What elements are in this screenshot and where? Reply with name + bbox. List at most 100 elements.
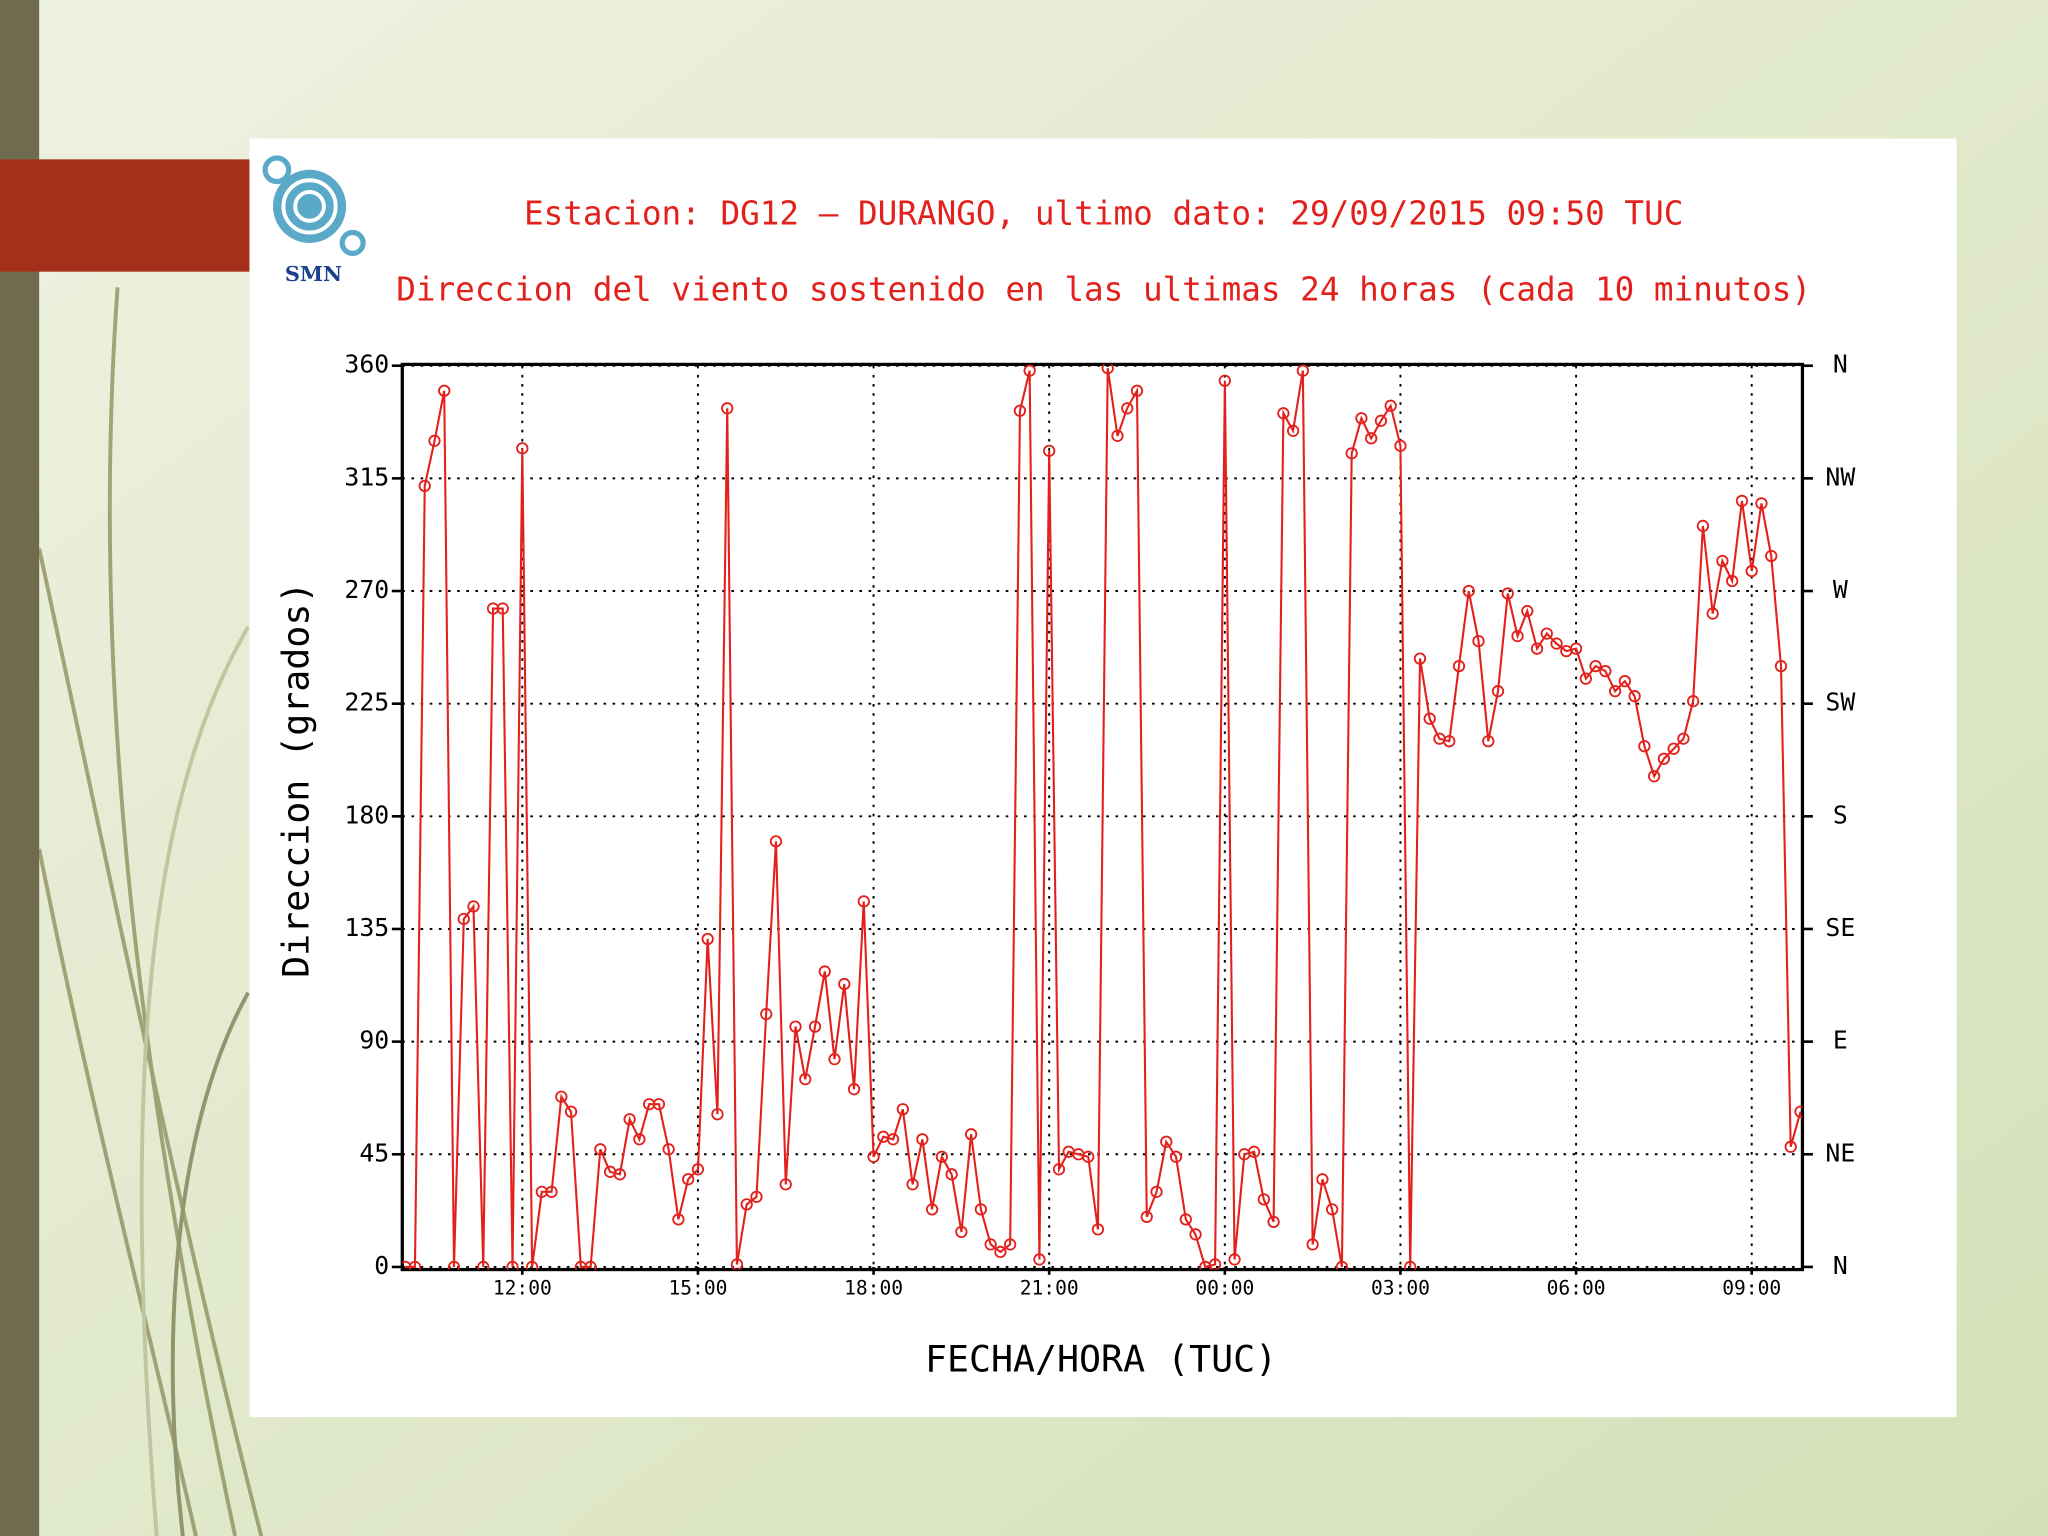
data-point bbox=[1608, 685, 1622, 698]
x-tick-label: 06:00 bbox=[1547, 1277, 1606, 1300]
data-point bbox=[564, 1105, 578, 1118]
y-tick-label: 225 bbox=[344, 688, 389, 717]
data-point bbox=[1423, 712, 1436, 725]
data-point bbox=[730, 1258, 744, 1270]
data-point bbox=[1013, 404, 1027, 417]
data-point bbox=[555, 1090, 568, 1103]
data-point bbox=[1540, 627, 1553, 640]
y2-tick-label: W bbox=[1833, 575, 1848, 604]
data-point bbox=[467, 900, 480, 913]
data-point bbox=[1491, 685, 1505, 698]
data-point bbox=[818, 965, 831, 978]
data-point bbox=[1345, 447, 1358, 460]
logo: SMN bbox=[262, 155, 366, 286]
data-point bbox=[779, 1178, 792, 1191]
data-point bbox=[672, 1213, 685, 1226]
y2-tick-label: SE bbox=[1825, 913, 1855, 942]
data-point bbox=[886, 1133, 900, 1146]
y-tick-label: 90 bbox=[359, 1026, 389, 1055]
data-point bbox=[496, 602, 509, 615]
data-point bbox=[1765, 549, 1778, 563]
data-line bbox=[405, 368, 1802, 1269]
data-point bbox=[1755, 497, 1768, 510]
data-point bbox=[662, 1143, 675, 1156]
data-point bbox=[974, 1203, 988, 1216]
data-point bbox=[1140, 1210, 1153, 1224]
data-point bbox=[964, 1128, 978, 1141]
data-point bbox=[457, 912, 470, 926]
y-tick-label: 360 bbox=[344, 350, 389, 379]
data-point bbox=[925, 1203, 939, 1216]
y2-tick-label: N bbox=[1833, 1251, 1848, 1280]
data-point bbox=[418, 479, 431, 493]
data-point bbox=[1130, 384, 1144, 397]
data-point bbox=[711, 1108, 724, 1121]
data-point bbox=[1189, 1228, 1202, 1241]
x-tick-label: 03:00 bbox=[1371, 1277, 1430, 1300]
data-point bbox=[1530, 642, 1544, 655]
data-point bbox=[1179, 1213, 1192, 1226]
data-point bbox=[1043, 444, 1056, 457]
data-point bbox=[1218, 374, 1231, 387]
data-point bbox=[1569, 642, 1583, 655]
data-point bbox=[1706, 607, 1719, 620]
data-point bbox=[1667, 742, 1680, 755]
data-point bbox=[1208, 1258, 1222, 1270]
data-point bbox=[1286, 424, 1300, 437]
data-point bbox=[1404, 1260, 1417, 1270]
data-point bbox=[1521, 604, 1534, 618]
data-point bbox=[1052, 1163, 1066, 1176]
logo-text: SMN bbox=[285, 261, 342, 286]
data-point bbox=[1101, 364, 1114, 375]
data-point bbox=[652, 1098, 666, 1111]
data-point bbox=[799, 1073, 812, 1086]
y-axis-label: Direccion (grados) bbox=[274, 582, 317, 978]
data-point bbox=[1501, 587, 1514, 600]
data-point bbox=[935, 1150, 948, 1163]
data-point bbox=[1657, 752, 1671, 765]
x-axis-label: FECHA/HORA (TUC) bbox=[925, 1337, 1277, 1380]
data-point bbox=[1394, 439, 1407, 452]
data-point bbox=[1121, 402, 1134, 415]
data-point bbox=[506, 1260, 519, 1270]
chart-subtitle: Direccion del viento sostenido en las ul… bbox=[396, 270, 1811, 308]
data-point bbox=[438, 384, 451, 397]
data-point bbox=[1257, 1193, 1270, 1206]
data-point bbox=[584, 1260, 597, 1270]
data-point bbox=[740, 1198, 753, 1211]
data-point bbox=[1326, 1203, 1339, 1216]
data-point bbox=[1648, 770, 1661, 783]
data-point bbox=[1472, 634, 1485, 648]
data-point bbox=[1355, 412, 1368, 425]
decoration bbox=[37, 287, 264, 1536]
data-point bbox=[1687, 695, 1700, 708]
data-point bbox=[1696, 519, 1710, 533]
data-point bbox=[447, 1260, 461, 1270]
data-point bbox=[1511, 629, 1524, 643]
data-point bbox=[847, 1083, 861, 1096]
data-point bbox=[1316, 1173, 1329, 1186]
data-point bbox=[838, 977, 851, 991]
data-point bbox=[828, 1053, 841, 1066]
data-point bbox=[1150, 1185, 1163, 1198]
data-point bbox=[545, 1185, 558, 1198]
y2-tick-label: SW bbox=[1825, 688, 1855, 717]
data-point bbox=[516, 442, 529, 455]
data-point bbox=[682, 1173, 695, 1186]
data-point bbox=[408, 1260, 422, 1270]
data-point bbox=[867, 1150, 880, 1163]
data-point bbox=[1267, 1215, 1280, 1229]
data-point bbox=[1784, 1140, 1797, 1153]
data-point bbox=[994, 1245, 1007, 1259]
y2-tick-label: S bbox=[1833, 800, 1848, 829]
data-point bbox=[1452, 659, 1466, 673]
data-point bbox=[808, 1020, 822, 1033]
data-point bbox=[1033, 1253, 1046, 1266]
x-tick-label: 00:00 bbox=[1195, 1277, 1254, 1300]
data-point bbox=[1247, 1145, 1261, 1158]
y2-tick-label: NW bbox=[1825, 462, 1855, 491]
data-point bbox=[1365, 432, 1378, 445]
y-tick-label: 135 bbox=[344, 913, 389, 942]
data-point bbox=[857, 895, 870, 908]
